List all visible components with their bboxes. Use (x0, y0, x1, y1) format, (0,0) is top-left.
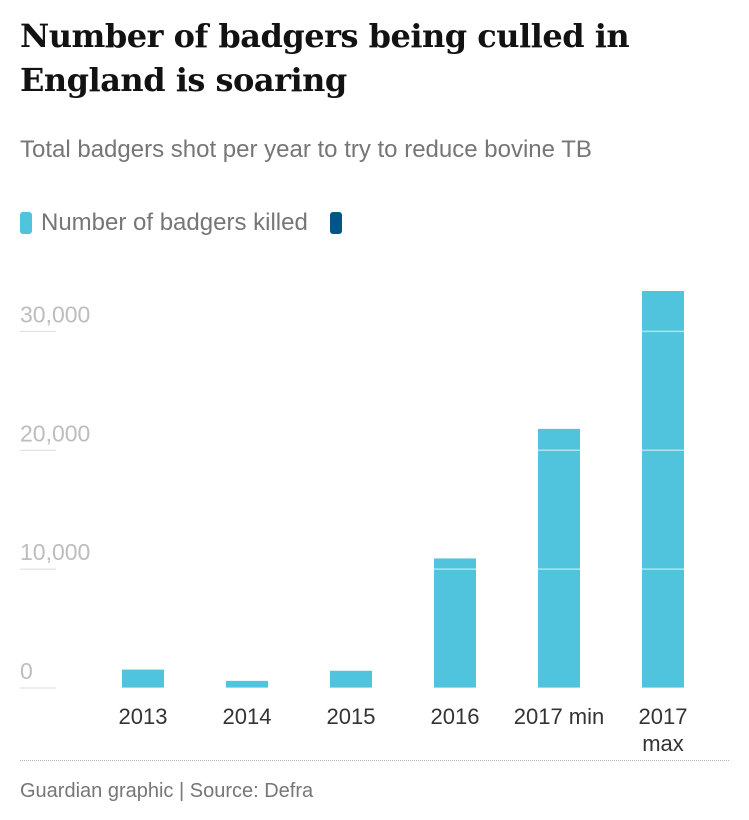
gridlines (20, 330, 56, 689)
bar (330, 670, 372, 688)
chart-subtitle: Total badgers shot per year to try to re… (20, 136, 592, 163)
x-tick-label: 2014 (223, 704, 272, 729)
bar (538, 428, 580, 688)
x-tick-label: 2017 (639, 704, 688, 729)
y-axis-ticks: 0 10,000 20,000 30,000 (20, 301, 90, 684)
bar-chart: 0 10,000 20,000 30,000 2013 2014 2015 2016 2017… (20, 291, 688, 756)
bar-gridline-overlays (122, 330, 684, 689)
legend-label-badgers-killed: Number of badgers killed (41, 209, 308, 236)
x-tick-label: max (642, 731, 684, 756)
legend-swatch-badgers-killed (20, 212, 32, 234)
bar (642, 291, 684, 688)
y-tick-label: 10,000 (20, 539, 90, 565)
bar (122, 669, 164, 688)
x-tick-label: 2016 (431, 704, 480, 729)
source-note: Guardian graphic | Source: Defra (20, 780, 314, 802)
y-tick-label: 20,000 (20, 420, 90, 446)
bars (122, 291, 684, 688)
y-tick-label: 0 (20, 658, 33, 684)
legend-swatch-secondary (329, 212, 342, 234)
y-tick-label: 30,000 (20, 301, 90, 327)
footer-divider (20, 760, 729, 761)
bar (226, 680, 268, 688)
chart-title: Number of badgers being culled in Englan… (20, 17, 630, 99)
x-tick-label: 2015 (327, 704, 376, 729)
x-tick-label: 2017 min (514, 704, 605, 729)
bar (434, 558, 476, 688)
x-tick-label: 2013 (119, 704, 168, 729)
legend: Number of badgers killed (20, 208, 373, 238)
